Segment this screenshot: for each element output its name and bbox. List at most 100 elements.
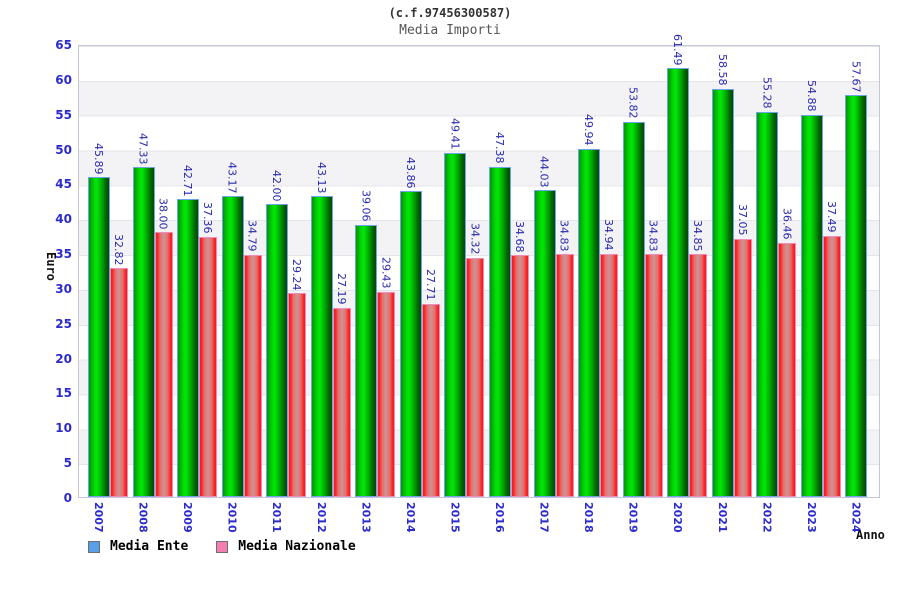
y-tick-45: 45 xyxy=(55,177,72,192)
bar-value-label: 55.28 xyxy=(760,77,774,109)
x-tick-2010: 2010 xyxy=(225,502,239,533)
x-tick-2012: 2012 xyxy=(314,502,328,533)
bar-value-label: 58.58 xyxy=(715,54,729,86)
y-axis-label: Euro xyxy=(44,252,58,281)
x-tick-2020: 2020 xyxy=(671,502,685,533)
bar-value-label: 43.17 xyxy=(225,161,239,194)
bar-media-ente-2007 xyxy=(88,177,110,497)
bar-media-nazionale-2019 xyxy=(644,254,663,497)
bar-value-label: 34.32 xyxy=(468,223,482,255)
legend-item-media-nazionale: Media Nazionale xyxy=(216,539,356,554)
x-tick-2015: 2015 xyxy=(448,502,462,533)
legend-item-media-ente: Media Ente xyxy=(88,539,188,554)
bar-media-nazionale-2015 xyxy=(466,257,485,497)
plot-area: 45.89 32.82 47.33 38.00 42.71 37.36 43.17 34.79… xyxy=(78,34,880,498)
y-tick-15: 15 xyxy=(55,386,72,401)
bar-value-label: 37.49 xyxy=(824,201,838,233)
bar-media-nazionale-2009 xyxy=(199,236,218,497)
bar-media-nazionale-2018 xyxy=(600,253,619,497)
bar-media-ente-2013 xyxy=(355,224,378,497)
x-tick-2007: 2007 xyxy=(92,502,105,533)
bar-media-ente-2020 xyxy=(667,68,690,497)
bar-media-ente-2010 xyxy=(221,196,244,497)
legend-label-nazionale: Media Nazionale xyxy=(238,539,356,554)
y-tick-30: 30 xyxy=(55,281,72,296)
y-tick-20: 20 xyxy=(55,351,72,366)
x-tick-2017: 2017 xyxy=(537,502,551,533)
bar-media-ente-2018 xyxy=(578,148,601,497)
y-tick-25: 25 xyxy=(55,316,72,331)
bar-media-nazionale-2014 xyxy=(421,303,440,497)
bar-value-label: 49.94 xyxy=(582,114,596,146)
bar-value-label: 34.94 xyxy=(602,219,616,251)
bar-value-label: 47.38 xyxy=(493,132,506,164)
bar-value-label: 57.67 xyxy=(849,60,863,93)
bar-value-label: 53.82 xyxy=(626,87,640,119)
bar-media-nazionale-2021 xyxy=(733,238,752,497)
bar-value-label: 34.83 xyxy=(646,219,660,252)
y-tick-10: 10 xyxy=(55,421,72,436)
legend-label-ente: Media Ente xyxy=(110,539,189,554)
legend: Media Ente Media Nazionale xyxy=(88,539,356,554)
bar-media-ente-2015 xyxy=(444,152,467,497)
bar-value-label: 43.86 xyxy=(403,156,417,189)
bar-media-nazionale-2023 xyxy=(822,235,841,497)
bar-media-ente-2016 xyxy=(489,166,511,497)
y-tick-35: 35 xyxy=(55,247,72,262)
bar-media-nazionale-2010 xyxy=(243,254,262,497)
bar-value-label: 36.46 xyxy=(780,208,794,240)
bar-value-label: 47.33 xyxy=(136,132,150,165)
bar-media-ente-2008 xyxy=(132,167,155,497)
y-tick-60: 60 xyxy=(55,72,72,87)
x-tick-2014: 2014 xyxy=(403,502,417,533)
bar-value-label: 29.43 xyxy=(379,257,393,289)
bar-media-ente-2017 xyxy=(533,190,556,497)
bar-value-label: 38.00 xyxy=(156,197,170,230)
chart-title: Media Importi xyxy=(399,23,501,38)
bar-media-ente-2019 xyxy=(622,121,645,497)
y-tick-40: 40 xyxy=(55,212,72,227)
chart-subtitle-cf: (c.f.97456300587) xyxy=(388,6,512,20)
y-tick-50: 50 xyxy=(55,142,72,157)
bar-value-label: 42.00 xyxy=(270,169,284,202)
bar-value-label: 39.06 xyxy=(359,190,373,222)
legend-swatch-ente xyxy=(88,540,100,553)
y-axis: 0 5 10 15 20 25 30 35 40 45 50 55 60 65 xyxy=(0,38,72,505)
x-tick-2009: 2009 xyxy=(181,502,195,533)
bar-value-label: 29.24 xyxy=(290,258,304,291)
y-tick-0: 0 xyxy=(63,491,72,505)
x-axis-label: Anno xyxy=(856,528,885,542)
x-tick-2021: 2021 xyxy=(715,502,729,533)
bar-value-label: 27.19 xyxy=(334,273,348,305)
x-axis: 2007 2008 2009 2010 2011 2012 2013 2014 2015 2016… xyxy=(78,500,880,542)
x-tick-2013: 2013 xyxy=(359,502,373,533)
bar-media-nazionale-2011 xyxy=(288,293,307,497)
bar-media-ente-2023 xyxy=(800,114,823,497)
x-tick-2008: 2008 xyxy=(136,502,150,533)
y-tick-55: 55 xyxy=(55,107,72,122)
bar-media-nazionale-2008 xyxy=(154,232,173,497)
bar-value-label: 54.88 xyxy=(804,80,818,112)
legend-swatch-nazionale xyxy=(216,540,229,553)
bar-media-nazionale-2017 xyxy=(555,254,574,497)
bar-value-label: 32.82 xyxy=(112,233,125,266)
x-tick-2023: 2023 xyxy=(804,502,818,533)
bar-value-label: 45.89 xyxy=(92,142,105,175)
x-tick-2011: 2011 xyxy=(270,502,284,533)
bar-media-nazionale-2013 xyxy=(377,291,396,497)
bar-value-label: 34.83 xyxy=(557,219,571,252)
bar-value-label: 34.85 xyxy=(691,219,705,252)
y-tick-5: 5 xyxy=(63,456,72,471)
bar-value-label: 44.03 xyxy=(537,155,551,188)
x-tick-2024: 2024 xyxy=(849,502,863,533)
bar-media-ente-2021 xyxy=(711,88,734,497)
bar-value-label: 42.71 xyxy=(181,164,195,197)
bar-media-nazionale-2022 xyxy=(778,242,797,497)
bar-media-ente-2009 xyxy=(177,199,200,497)
bar-media-nazionale-2007 xyxy=(110,268,128,497)
bar-media-ente-2022 xyxy=(756,111,779,497)
bar-value-label: 34.79 xyxy=(245,220,259,252)
bar-value-label: 61.49 xyxy=(671,33,685,66)
bar-media-ente-2024 xyxy=(845,95,868,497)
